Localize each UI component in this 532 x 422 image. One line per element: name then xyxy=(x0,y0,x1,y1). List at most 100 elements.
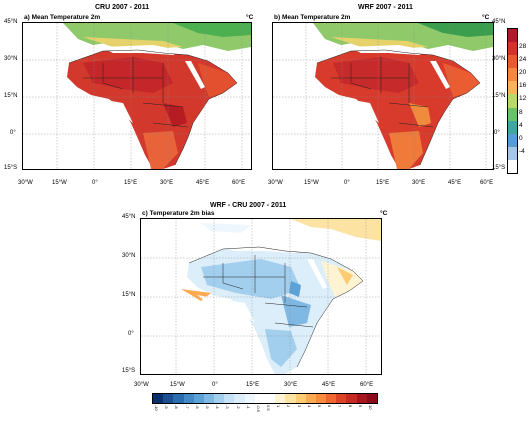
bias-colorbar-segment xyxy=(305,394,317,403)
panel-c-lon-label: 30°E xyxy=(284,382,298,388)
temperature-colorbar-label: 20 xyxy=(519,69,527,77)
bias-colorbar-label: -2 xyxy=(235,405,241,409)
panel-b-wrf-mean-temperature: WRF 2007 - 2011 b) Mean Temperature 2m °… xyxy=(266,0,532,200)
bias-colorbar-segment xyxy=(275,394,286,403)
temperature-colorbar-label: 16 xyxy=(519,82,527,90)
bias-colorbar-label: -3 xyxy=(225,405,231,409)
panel-a-unit: °C xyxy=(246,14,254,21)
bias-colorbar-segment xyxy=(193,394,205,403)
panel-c-map xyxy=(140,218,382,375)
bias-colorbar-segment xyxy=(244,394,256,403)
panel-b-map xyxy=(272,22,494,170)
panel-a-map-svg xyxy=(23,23,251,169)
temperature-colorbar-label: 0 xyxy=(519,134,523,142)
panel-c-lat-label: 0° xyxy=(128,331,134,337)
panel-a-lat-label: 15°N xyxy=(4,93,18,99)
bias-colorbar-label: 9 xyxy=(357,405,363,408)
panel-b-map-svg xyxy=(273,23,493,169)
panel-b-lon-label: 45°E xyxy=(448,180,462,186)
bias-colorbar-segment xyxy=(254,394,266,403)
panel-b-lon-label: 60°E xyxy=(480,180,494,186)
panel-b-lat-label: 0° xyxy=(494,130,500,136)
temperature-colorbar-label: 4 xyxy=(519,121,523,129)
panel-a-lon-label: 30°W xyxy=(18,180,33,186)
panel-a-lon-label: 0° xyxy=(92,180,98,186)
bias-colorbar-segment xyxy=(346,394,358,403)
panel-b-lat-label: 15°N xyxy=(492,93,506,99)
temperature-colorbar-label: 24 xyxy=(519,56,527,64)
panel-c-lat-label: 15°S xyxy=(122,368,136,374)
panel-b-unit: °C xyxy=(482,14,490,21)
panel-c-map-svg xyxy=(141,219,381,374)
bias-colorbar xyxy=(152,393,378,404)
bias-colorbar-segment xyxy=(153,394,164,403)
panel-a-lon-label: 45°E xyxy=(196,180,210,186)
panel-c-lon-label: 60°E xyxy=(360,382,374,388)
bias-colorbar-label: -10 xyxy=(154,405,160,411)
bias-colorbar-segment xyxy=(163,394,174,403)
temperature-colorbar-segment xyxy=(508,133,517,148)
panel-c-lon-label: 30°W xyxy=(134,382,149,388)
panel-a-lat-label: 30°N xyxy=(4,56,18,62)
temperature-colorbar-segment xyxy=(508,107,517,122)
temperature-colorbar-label: 8 xyxy=(519,108,523,116)
panel-b-header: WRF 2007 - 2011 xyxy=(358,4,413,11)
panel-c-lat-label: 15°N xyxy=(122,292,136,298)
temperature-colorbar-segment xyxy=(508,120,517,135)
temperature-colorbar-segment xyxy=(508,146,517,161)
bias-colorbar-segment xyxy=(173,394,185,403)
panel-b-title: b) Mean Temperature 2m xyxy=(274,14,351,21)
panel-b-lon-label: 15°W xyxy=(304,180,319,186)
panel-c-lat-label: 30°N xyxy=(122,253,136,259)
bias-colorbar-segment xyxy=(315,394,327,403)
bias-colorbar-segment xyxy=(203,394,215,403)
bias-colorbar-label: 2 xyxy=(286,405,292,408)
bias-colorbar-segment xyxy=(224,394,235,403)
bias-colorbar-segment xyxy=(336,394,347,403)
bias-colorbar-label: 5 xyxy=(317,405,322,408)
bias-colorbar-label: -6 xyxy=(194,405,200,409)
panel-a-title: a) Mean Temperature 2m xyxy=(24,14,101,21)
bias-colorbar-segment xyxy=(285,394,297,403)
bias-colorbar-label: 8 xyxy=(347,405,353,408)
panel-c-lon-label: 0° xyxy=(212,382,218,388)
panel-a-header: CRU 2007 - 2011 xyxy=(95,4,150,11)
panel-b-lat-label: 30°N xyxy=(492,56,506,62)
bias-colorbar-label: -9 xyxy=(164,405,170,409)
temperature-colorbar-label: 12 xyxy=(519,95,527,103)
bias-colorbar-label: 10 xyxy=(367,405,373,410)
bias-colorbar-segment xyxy=(183,394,195,403)
panel-a-lon-label: 60°E xyxy=(232,180,246,186)
bias-colorbar-segment xyxy=(366,394,378,403)
bias-colorbar-label: -8 xyxy=(174,405,180,409)
panel-c-temperature-bias: WRF - CRU 2007 - 2011 c) Temperature 2m … xyxy=(122,200,400,422)
bias-colorbar-label: -5 xyxy=(205,405,210,409)
bias-colorbar-label: 0.5 xyxy=(266,405,272,411)
panel-c-unit: °C xyxy=(380,210,388,217)
bias-colorbar-segment xyxy=(265,394,276,403)
temperature-colorbar-segment xyxy=(508,42,517,56)
bias-colorbar-segment xyxy=(234,394,246,403)
bias-colorbar-label: -4 xyxy=(215,405,221,409)
panel-c-lon-label: 15°W xyxy=(170,382,185,388)
panel-b-lon-label: 0° xyxy=(344,180,350,186)
panel-a-lon-label: 30°E xyxy=(160,180,174,186)
bias-colorbar-segment xyxy=(295,394,307,403)
temperature-colorbar-segment xyxy=(508,55,517,69)
panel-b-lat-label: 15°S xyxy=(492,165,506,171)
bias-colorbar-label: 6 xyxy=(327,405,333,408)
temperature-colorbar-segment xyxy=(508,159,517,174)
bias-colorbar-segment xyxy=(356,394,368,403)
panel-b-lat-label: 45°N xyxy=(492,19,506,25)
panel-c-lon-label: 15°E xyxy=(246,382,260,388)
bias-colorbar-label: -1 xyxy=(245,405,251,409)
panel-a-lat-label: 45°N xyxy=(4,19,18,25)
bias-colorbar-label: 7 xyxy=(337,405,343,408)
panel-c-lon-label: 45°E xyxy=(322,382,336,388)
panel-a-lon-label: 15°W xyxy=(52,180,67,186)
bias-colorbar-label: -7 xyxy=(184,405,190,409)
panel-c-header: WRF - CRU 2007 - 2011 xyxy=(210,202,287,209)
bias-colorbar-label: -0.5 xyxy=(255,405,261,412)
temperature-colorbar xyxy=(507,28,518,174)
panel-b-lon-label: 30°E xyxy=(412,180,426,186)
